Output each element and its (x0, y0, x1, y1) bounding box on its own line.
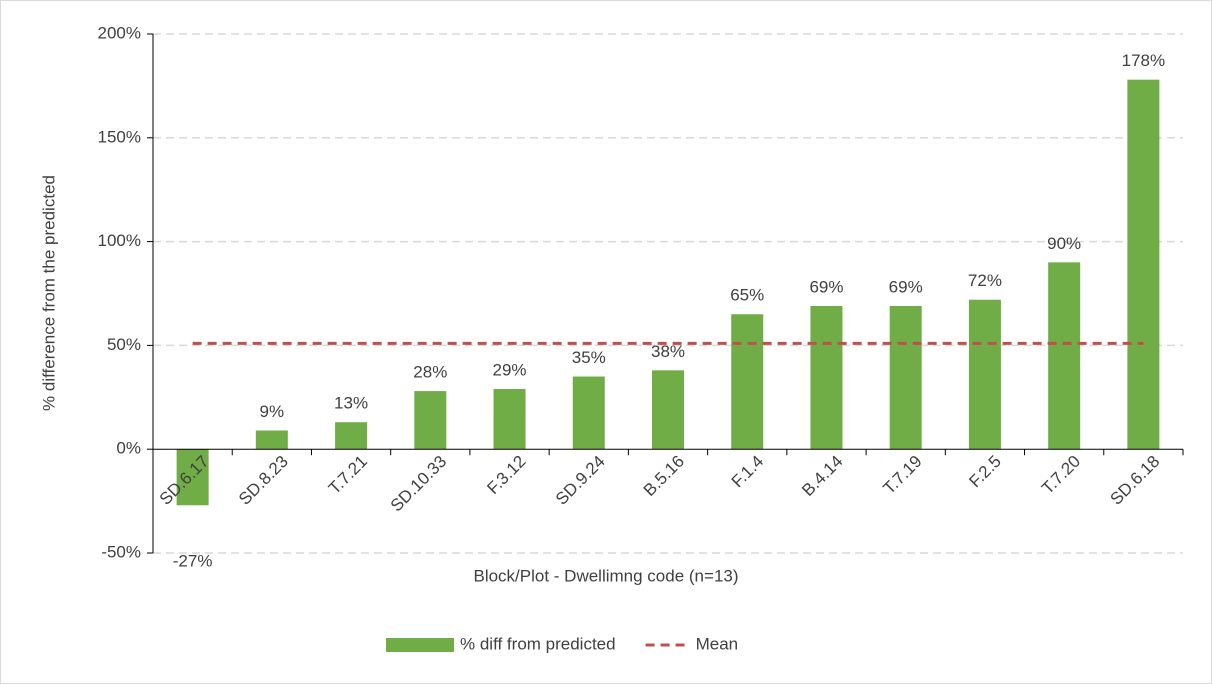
x-axis-title: Block/Plot - Dwellimng code (n=13) (473, 566, 738, 585)
y-tick-label: 50% (107, 335, 141, 354)
legend-label: % diff from predicted (460, 634, 616, 653)
value-label: 9% (260, 402, 285, 421)
bar (1127, 79, 1160, 450)
y-tick-label: 150% (98, 127, 141, 146)
bar (968, 299, 1001, 450)
bar (176, 449, 209, 506)
bar (414, 391, 447, 450)
y-tick-label: -50% (101, 542, 141, 561)
value-label: 69% (889, 277, 923, 296)
value-label: 65% (730, 286, 764, 305)
bar (255, 430, 288, 450)
bar (652, 370, 684, 450)
y-tick-label: 0% (116, 439, 141, 458)
bar (572, 376, 605, 450)
value-label: 35% (572, 348, 606, 367)
legend-label: Mean (696, 634, 739, 653)
value-label: 29% (493, 360, 527, 379)
bar (731, 314, 764, 450)
y-axis-title: % difference from the predicted (39, 175, 58, 411)
value-label: 90% (1047, 234, 1081, 253)
y-tick-label: 200% (98, 23, 141, 42)
value-label: 38% (651, 342, 685, 361)
legend-swatch (386, 638, 454, 652)
y-tick-label: 100% (98, 231, 141, 250)
bar (810, 305, 843, 450)
bar (889, 305, 922, 450)
value-label: 13% (334, 394, 368, 413)
value-label: 69% (809, 277, 843, 296)
value-label: 72% (968, 271, 1002, 290)
bar (493, 388, 526, 450)
value-label: 178% (1122, 51, 1165, 70)
value-label: 28% (413, 363, 447, 382)
value-label: -27% (173, 552, 213, 571)
bar (1048, 262, 1081, 450)
bar (335, 422, 368, 450)
